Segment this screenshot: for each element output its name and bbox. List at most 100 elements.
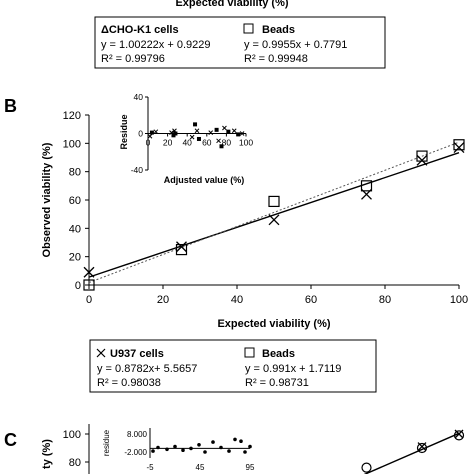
panel-c-inset-point bbox=[219, 445, 223, 450]
panel-a-legend-square-marker bbox=[243, 23, 254, 34]
panel-b-inset-point bbox=[194, 128, 200, 134]
panel-b-inset-x-tick-label: 80 bbox=[222, 138, 232, 148]
panel-c-inset-points bbox=[151, 437, 252, 454]
panel-b-inset: Residue Adjusted value (%) -40 0 40 0 20 40 60… bbox=[118, 88, 256, 188]
panel-c-inset-point bbox=[181, 448, 185, 453]
panel-b-inset-x-tick-label: 100 bbox=[239, 138, 253, 148]
panel-c: C ty (%) 80 100 residue 8.000 -2.000 -5 45 95 bbox=[4, 424, 465, 474]
panel-c-inset-point bbox=[211, 440, 215, 444]
panel-b-y-tick-label: 100 bbox=[63, 138, 81, 150]
panel-b-y-tick-label: 40 bbox=[69, 223, 81, 235]
panel-b-inset-y-tick-label: 40 bbox=[134, 92, 144, 102]
panel-b-y-tick-label: 20 bbox=[69, 252, 81, 264]
panel-b-point-beads bbox=[360, 180, 373, 192]
panel-b-x-tick-label: 80 bbox=[379, 294, 391, 306]
panel-b-inset-point bbox=[189, 134, 195, 140]
panel-b-y-axis-label: Observed viability (%) bbox=[41, 142, 53, 257]
panel-b-x-tick-label: 100 bbox=[450, 294, 468, 306]
panel-b-legend-x-marker bbox=[96, 348, 106, 358]
panel-b-inset-point bbox=[173, 131, 178, 136]
panel-b-inset-point bbox=[222, 125, 227, 131]
panel-b-legend-equation-1: y = 0.991x + 1.7119 bbox=[245, 363, 341, 375]
panel-b-x-tick-label: 40 bbox=[231, 294, 243, 306]
panel-a-x-axis-label: Expected viability (%) bbox=[175, 0, 288, 9]
panel-c-inset-point bbox=[156, 445, 160, 450]
panel-b-inset-x-tick-label: 0 bbox=[146, 138, 151, 148]
panel-b-inset-point bbox=[196, 136, 201, 141]
panel-b-fit-lines bbox=[88, 141, 460, 284]
panel-c-inset-y-tick-label: 8.000 bbox=[127, 430, 148, 439]
panel-a-legend-r2-1: R² = 0.99948 bbox=[244, 53, 308, 65]
panel-b-x-tick-label: 0 bbox=[86, 294, 92, 306]
panel-b-fit-line-cells bbox=[88, 152, 460, 278]
panel-b-inset-point bbox=[226, 129, 231, 134]
panel-c-inset-x-tick-label: -5 bbox=[146, 463, 154, 472]
panel-b-inset-y-tick-label: 0 bbox=[138, 129, 143, 139]
panel-c-point-beads bbox=[361, 462, 372, 473]
panel-a-legend-equation-1: y = 0.9955x + 0.7791 bbox=[244, 39, 347, 51]
panel-b-x-tick-label: 20 bbox=[157, 294, 169, 306]
panel-b-inset-y-label: Residue bbox=[119, 114, 129, 149]
panel-c-inset-point bbox=[248, 444, 252, 449]
panel-b-inset-points bbox=[147, 122, 245, 149]
panel-b-inset-point bbox=[193, 122, 198, 127]
panel-b-point-beads bbox=[453, 139, 465, 151]
panel-c-inset-point bbox=[197, 443, 201, 447]
panel-c-fit-line bbox=[363, 432, 460, 474]
panel-b-x-tick-label: 60 bbox=[305, 294, 317, 306]
panel-a-legend-equation-0: y = 1.00222x + 0.9229 bbox=[101, 39, 210, 51]
panel-c-inset-x-tick-label: 45 bbox=[196, 463, 205, 472]
panel-b-legend-equation-0: y = 0.8782x+ 5.5657 bbox=[97, 363, 197, 375]
panel-b-inset-y-tick-label: -40 bbox=[131, 165, 144, 175]
panel-b-point-beads bbox=[416, 150, 428, 162]
panel-c-inset-point bbox=[239, 439, 243, 444]
panel-c-inset-x-tick-label: 95 bbox=[246, 463, 255, 472]
panel-b-inset-point bbox=[236, 132, 241, 137]
panel-b-point-beads bbox=[83, 279, 95, 291]
panel-a-legend-box bbox=[94, 16, 386, 69]
panel-b-point-beads bbox=[175, 243, 188, 256]
panel-b-inset-x-tick-label: 40 bbox=[182, 138, 192, 148]
panel-b-x-axis-label: Expected viability (%) bbox=[217, 318, 330, 330]
panel-b-inset-point bbox=[216, 138, 221, 144]
panel-c-data-points bbox=[361, 429, 465, 473]
panel-b-label: B bbox=[4, 96, 17, 116]
panel-c-point-beads bbox=[416, 442, 428, 454]
panel-c-y-axis-label: ty (%) bbox=[41, 439, 53, 469]
panel-c-point-beads bbox=[453, 430, 465, 441]
panel-c-label: C bbox=[4, 430, 17, 450]
panel-b-point-cells bbox=[176, 241, 187, 253]
panel-b-inset-point bbox=[147, 133, 153, 139]
panel-b-y-tick-label: 60 bbox=[69, 195, 81, 207]
panel-b-inset-point bbox=[219, 144, 224, 149]
panel-c-inset-point bbox=[165, 447, 169, 452]
panel-a-legend-name-0: ΔCHO-K1 cells bbox=[101, 24, 179, 36]
panel-b-fit-line-beads bbox=[88, 141, 460, 284]
panel-b-data-points bbox=[83, 139, 465, 291]
panel-b-axes: 0 20 40 60 80 100 120 0 20 40 60 80 100 bbox=[63, 110, 469, 306]
panel-b-y-tick-label: 120 bbox=[63, 110, 81, 122]
panel-c-inset-y-tick-label: -2.000 bbox=[124, 448, 147, 457]
panel-b-point-cells bbox=[83, 266, 95, 278]
panel-b-point-cells bbox=[416, 154, 428, 166]
panel-b-legend-square-marker bbox=[244, 347, 255, 358]
panel-c-inset-point bbox=[233, 437, 237, 442]
panel-b-inset-point bbox=[153, 129, 159, 135]
panel-a: Expected viability (%) ΔCHO-K1 cells y =… bbox=[94, 0, 386, 69]
panel-c-inset-point bbox=[151, 449, 155, 453]
panel-b-legend-r2-0: R² = 0.98038 bbox=[97, 377, 161, 389]
panel-c-inset-y-label: residue bbox=[102, 429, 111, 456]
panel-b-inset-axes: -40 0 40 0 20 40 60 80 100 bbox=[131, 92, 254, 175]
panel-b-inset-point bbox=[239, 131, 245, 136]
panel-b-point-beads bbox=[268, 195, 280, 208]
panel-b-legend-name-1: Beads bbox=[262, 348, 295, 360]
panel-b-inset-point bbox=[149, 130, 154, 135]
panel-c-inset-point bbox=[227, 449, 231, 453]
panel-c-inset: residue 8.000 -2.000 -5 45 95 bbox=[102, 428, 255, 472]
panel-a-legend-name-1: Beads bbox=[262, 24, 295, 36]
panel-b: B Observed viability (%) Expected viabil… bbox=[4, 88, 469, 393]
panel-c-inset-axes: 8.000 -2.000 -5 45 95 bbox=[124, 428, 255, 472]
panel-b-point-cells bbox=[268, 214, 280, 226]
panel-c-inset-point bbox=[173, 444, 177, 449]
